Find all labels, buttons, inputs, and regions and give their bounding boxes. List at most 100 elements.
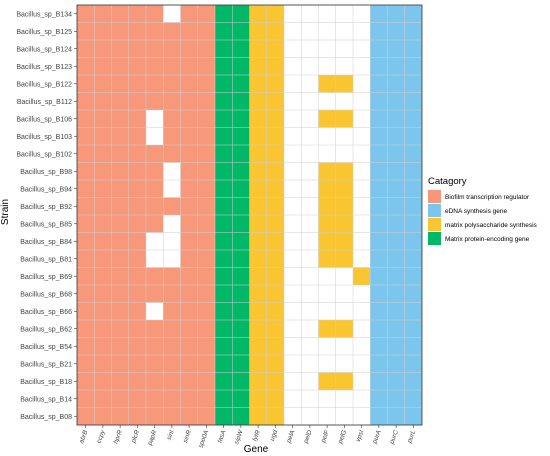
- heatmap-cell: [284, 57, 302, 75]
- heatmap-cell: [249, 40, 267, 58]
- heatmap-cell: [370, 407, 388, 425]
- heatmap-cell: [318, 40, 336, 58]
- x-tick-label: pelG: [337, 429, 349, 445]
- heatmap-cell: [77, 355, 95, 373]
- heatmap-cell: [370, 337, 388, 355]
- y-tick-label: Bacillus_sp_B123: [16, 64, 72, 71]
- heatmap-cell: [370, 110, 388, 128]
- heatmap-cell: [284, 232, 302, 250]
- heatmap-cell: [94, 372, 112, 390]
- heatmap-cell: [318, 75, 336, 93]
- y-tick-label: Bacillus_sp_B62: [20, 326, 72, 333]
- heatmap-cell: [404, 40, 422, 58]
- heatmap-cell: [111, 372, 129, 390]
- y-tick-label: Bacillus_sp_B66: [20, 309, 72, 316]
- heatmap-cell: [111, 92, 129, 110]
- heatmap-cell: [128, 127, 146, 145]
- y-tick-label: Bacillus_sp_B134: [16, 11, 72, 18]
- heatmap-cell: [77, 40, 95, 58]
- heatmap-cell: [353, 267, 371, 285]
- heatmap-cell: [232, 145, 250, 163]
- x-tick-label: plcR: [130, 429, 141, 445]
- heatmap-cell: [215, 127, 233, 145]
- heatmap-cell: [249, 267, 267, 285]
- heatmap-cell: [284, 5, 302, 23]
- heatmap-cell: [301, 162, 319, 180]
- heatmap-cell: [335, 250, 353, 268]
- heatmap-cell: [180, 372, 198, 390]
- heatmap-cell: [180, 337, 198, 355]
- heatmap-cell: [163, 127, 181, 145]
- heatmap-cell: [387, 232, 405, 250]
- y-tick-label: Bacillus_sp_B98: [20, 169, 72, 176]
- heatmap-cell: [318, 215, 336, 233]
- y-tick-label: Bacillus_sp_B92: [20, 204, 72, 211]
- heatmap-cell: [215, 250, 233, 268]
- y-tick-label: Bacillus_sp_B18: [20, 379, 72, 386]
- y-tick-label: Bacillus_sp_B54: [20, 344, 72, 351]
- heatmap-cell: [370, 127, 388, 145]
- heatmap-cell: [370, 40, 388, 58]
- heatmap-cell: [232, 197, 250, 215]
- heatmap-cell: [353, 250, 371, 268]
- heatmap-cell: [266, 5, 284, 23]
- heatmap-cell: [335, 197, 353, 215]
- heatmap-cell: [301, 75, 319, 93]
- heatmap-cell: [146, 57, 164, 75]
- heatmap-cell: [249, 145, 267, 163]
- heatmap-cell: [94, 337, 112, 355]
- heatmap-cell: [284, 390, 302, 408]
- heatmap-cell: [111, 232, 129, 250]
- heatmap-cell: [284, 320, 302, 338]
- heatmap-cell: [128, 285, 146, 303]
- heatmap-cell: [163, 197, 181, 215]
- heatmap-cell: [215, 302, 233, 320]
- heatmap-cell: [180, 92, 198, 110]
- heatmap-cell: [387, 197, 405, 215]
- heatmap-cell: [387, 355, 405, 373]
- y-tick-label: Bacillus_sp_B122: [16, 81, 72, 88]
- heatmap-cell: [318, 5, 336, 23]
- heatmap-cell: [215, 162, 233, 180]
- heatmap-cell: [318, 320, 336, 338]
- heatmap-cell: [353, 75, 371, 93]
- heatmap-cell: [197, 145, 215, 163]
- heatmap-cell: [215, 407, 233, 425]
- heatmap-cell: [266, 180, 284, 198]
- y-tick-label: Bacillus_sp_B103: [16, 134, 72, 141]
- heatmap-cell: [301, 5, 319, 23]
- heatmap-cell: [111, 215, 129, 233]
- heatmap-cell: [146, 355, 164, 373]
- heatmap-cell: [128, 250, 146, 268]
- heatmap-cell: [180, 57, 198, 75]
- heatmap-cell: [146, 372, 164, 390]
- heatmap-cell: [353, 302, 371, 320]
- heatmap-cell: [284, 145, 302, 163]
- heatmap-cell: [77, 197, 95, 215]
- heatmap-cell: [353, 285, 371, 303]
- heatmap-cell: [353, 390, 371, 408]
- x-axis-title: Gene: [244, 444, 269, 455]
- panel-border: [76, 4, 423, 426]
- heatmap-cell: [197, 110, 215, 128]
- heatmap-cell: [387, 337, 405, 355]
- heatmap-cell: [197, 337, 215, 355]
- heatmap-cell: [370, 250, 388, 268]
- heatmap-cell: [335, 110, 353, 128]
- heatmap-cell: [146, 407, 164, 425]
- heatmap-cell: [370, 320, 388, 338]
- heatmap-cell: [353, 215, 371, 233]
- heatmap-cell: [284, 407, 302, 425]
- heatmap-cell: [232, 40, 250, 58]
- heatmap-cell: [370, 197, 388, 215]
- heatmap-cell: [249, 337, 267, 355]
- legend-label: matrix polysaccharide synthesis: [445, 222, 538, 229]
- heatmap-cell: [146, 302, 164, 320]
- heatmap-cell: [180, 355, 198, 373]
- heatmap-cell: [77, 232, 95, 250]
- heatmap-cell: [370, 162, 388, 180]
- heatmap-cell: [284, 285, 302, 303]
- heatmap-cell: [146, 75, 164, 93]
- heatmap-cell: [404, 337, 422, 355]
- heatmap-cell: [301, 267, 319, 285]
